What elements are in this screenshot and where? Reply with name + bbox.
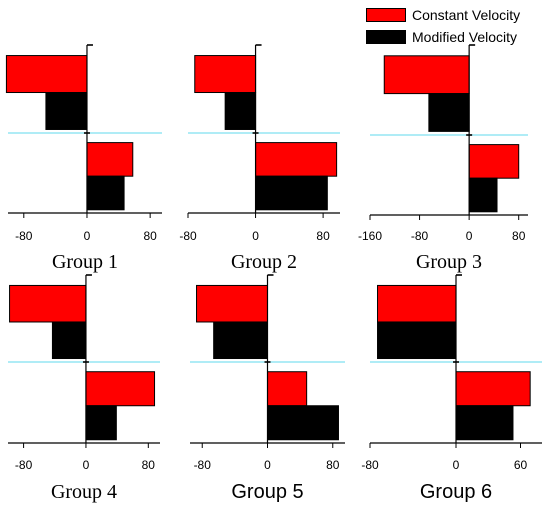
chart-panel-1: -80 0 80 Group 1 bbox=[5, 44, 162, 273]
bar-constant-cat2 bbox=[86, 142, 134, 177]
x-tick-label: 0 bbox=[252, 229, 259, 243]
bar-modified-cat2 bbox=[255, 175, 328, 211]
panel-title: Group 3 bbox=[416, 251, 482, 273]
x-tick-label: -80 bbox=[179, 229, 197, 243]
legend-item-constant-velocity: Constant Velocity bbox=[366, 6, 546, 24]
x-tick-label: 0 bbox=[466, 229, 473, 243]
panel-title: Group 2 bbox=[231, 251, 297, 273]
bar-modified-cat1 bbox=[45, 92, 88, 130]
bar-constant-cat1 bbox=[5, 55, 88, 94]
x-tick-label: -160 bbox=[358, 229, 382, 243]
x-tick-label: 0 bbox=[84, 229, 91, 243]
chart-panel-2: -80 0 80 Group 2 bbox=[179, 44, 340, 273]
bar-modified-cat1 bbox=[51, 321, 87, 360]
x-tick-label: 0 bbox=[453, 458, 460, 472]
legend-swatch-constant-velocity bbox=[366, 8, 406, 22]
bar-constant-cat1 bbox=[377, 284, 457, 323]
x-tick-label: 80 bbox=[326, 458, 340, 472]
bar-constant-cat2 bbox=[255, 142, 338, 177]
bar-modified-cat2 bbox=[455, 405, 514, 441]
x-tick-label: 80 bbox=[512, 229, 526, 243]
bar-modified-cat2 bbox=[468, 177, 498, 213]
x-tick-label: 80 bbox=[143, 229, 157, 243]
bar-modified-cat1 bbox=[213, 321, 269, 360]
chart-panel-6: -80 0 60 Group 6 bbox=[361, 274, 542, 503]
bar-constant-cat2 bbox=[468, 144, 520, 179]
x-tick-label: -80 bbox=[194, 458, 212, 472]
panel-title: Group 6 bbox=[420, 481, 492, 503]
legend-label-modified-velocity: Modified Velocity bbox=[412, 29, 518, 45]
legend-item-modified-velocity: Modified Velocity bbox=[366, 28, 546, 46]
panel-title: Group 4 bbox=[51, 481, 117, 503]
bar-constant-cat2 bbox=[85, 371, 156, 407]
panel-title: Group 1 bbox=[52, 251, 118, 273]
legend: Constant Velocity Modified Velocity bbox=[366, 6, 546, 50]
bar-modified-cat2 bbox=[267, 405, 339, 441]
x-tick-label: -80 bbox=[15, 458, 33, 472]
x-tick-label: 0 bbox=[83, 458, 90, 472]
bar-constant-cat1 bbox=[194, 55, 257, 94]
bar-constant-cat1 bbox=[9, 284, 87, 323]
bar-modified-cat2 bbox=[85, 405, 117, 441]
bar-modified-cat1 bbox=[377, 321, 457, 360]
legend-swatch-modified-velocity bbox=[366, 30, 406, 44]
x-tick-label: 60 bbox=[514, 458, 528, 472]
x-tick-label: 0 bbox=[264, 458, 271, 472]
x-tick-label: -80 bbox=[15, 229, 33, 243]
panel-title: Group 5 bbox=[231, 481, 303, 503]
x-tick-label: 80 bbox=[316, 229, 330, 243]
bar-constant-cat2 bbox=[267, 371, 308, 407]
bar-constant-cat2 bbox=[455, 371, 531, 407]
chart-panel-5: -80 0 80 Group 5 bbox=[190, 274, 345, 503]
x-tick-label: -80 bbox=[361, 458, 379, 472]
chart-panel-3: -160 -80 0 80 Group 3 bbox=[358, 44, 528, 273]
x-tick-label: -80 bbox=[411, 229, 429, 243]
x-tick-label: 80 bbox=[142, 458, 156, 472]
legend-label-constant-velocity: Constant Velocity bbox=[412, 7, 521, 23]
bar-modified-cat1 bbox=[224, 92, 257, 130]
chart-panel-4: -80 0 80 Group 4 bbox=[8, 274, 160, 503]
bar-constant-cat1 bbox=[196, 284, 269, 323]
bar-modified-cat1 bbox=[428, 93, 470, 132]
bar-constant-cat1 bbox=[383, 55, 470, 95]
bar-modified-cat2 bbox=[86, 175, 125, 211]
